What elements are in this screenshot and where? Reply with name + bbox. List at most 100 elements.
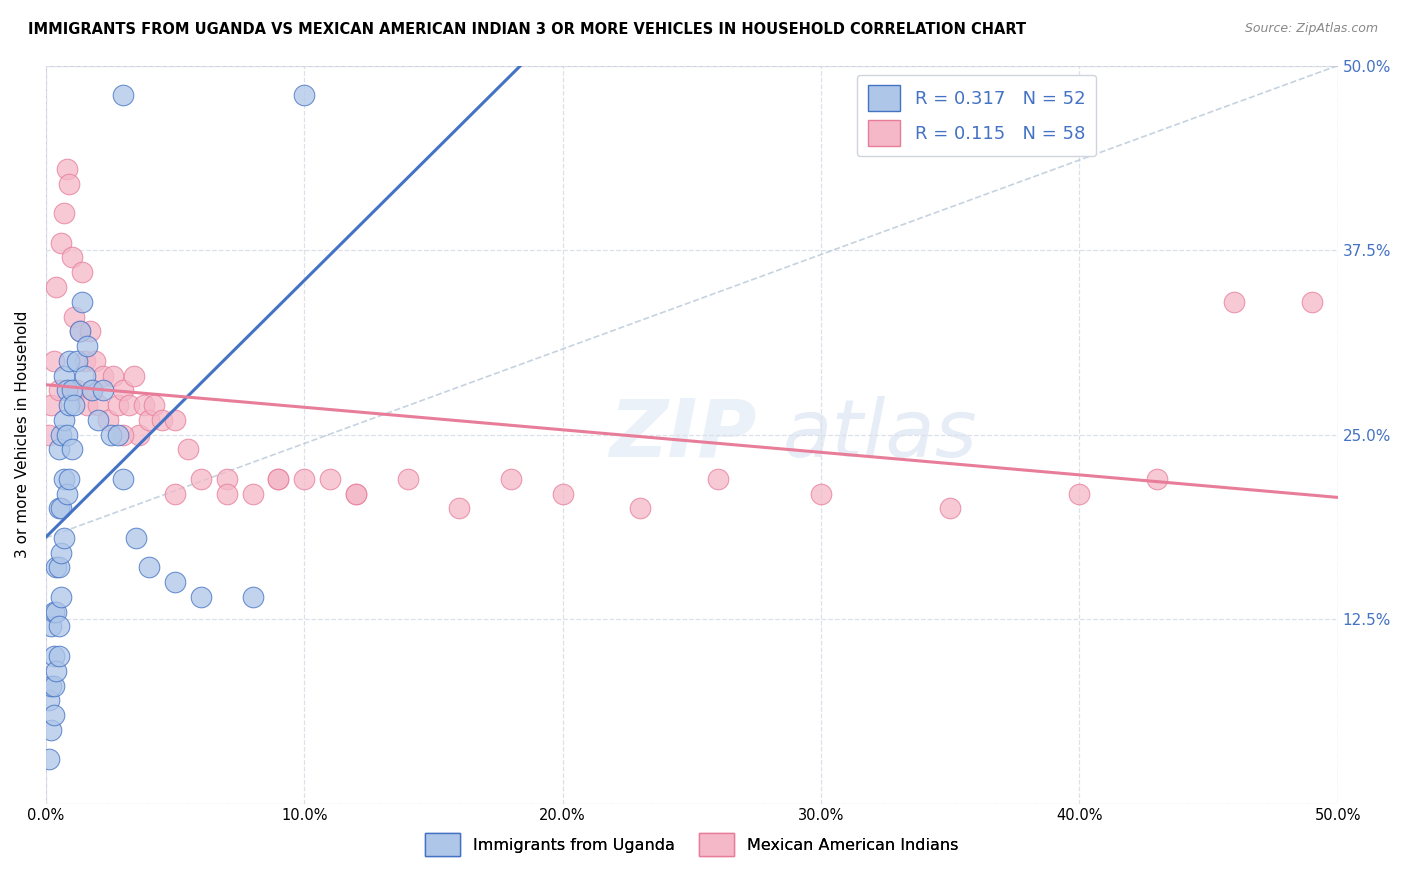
Point bbox=[55, 161, 77, 176]
Point bbox=[101, 368, 124, 383]
Point bbox=[112, 472, 135, 486]
Point bbox=[91, 384, 114, 398]
Point bbox=[39, 398, 62, 412]
Point bbox=[86, 413, 108, 427]
Point bbox=[51, 590, 73, 604]
Point bbox=[112, 427, 135, 442]
Point bbox=[112, 384, 135, 398]
Point bbox=[55, 427, 77, 442]
Point bbox=[267, 472, 290, 486]
Point bbox=[73, 368, 96, 383]
Point bbox=[134, 398, 156, 412]
Legend: Immigrants from Uganda, Mexican American Indians: Immigrants from Uganda, Mexican American… bbox=[419, 827, 965, 862]
Point bbox=[107, 398, 129, 412]
Point bbox=[70, 294, 93, 309]
Point bbox=[107, 427, 129, 442]
Point bbox=[1301, 294, 1323, 309]
Point bbox=[939, 501, 962, 516]
Point bbox=[53, 413, 76, 427]
Text: ZIP: ZIP bbox=[609, 396, 756, 474]
Point bbox=[58, 398, 80, 412]
Point bbox=[177, 442, 200, 457]
Point bbox=[66, 353, 89, 368]
Y-axis label: 3 or more Vehicles in Household: 3 or more Vehicles in Household bbox=[15, 311, 30, 558]
Point bbox=[1146, 472, 1168, 486]
Point bbox=[63, 310, 86, 324]
Point bbox=[165, 575, 187, 590]
Point bbox=[449, 501, 471, 516]
Point bbox=[51, 427, 73, 442]
Point bbox=[292, 88, 315, 103]
Point bbox=[76, 398, 98, 412]
Point bbox=[1223, 294, 1246, 309]
Point bbox=[39, 723, 62, 737]
Point bbox=[38, 693, 60, 707]
Point bbox=[55, 486, 77, 500]
Point bbox=[38, 752, 60, 766]
Point bbox=[292, 472, 315, 486]
Point bbox=[79, 324, 101, 338]
Point bbox=[122, 368, 145, 383]
Point bbox=[48, 384, 70, 398]
Point bbox=[76, 339, 98, 353]
Point bbox=[100, 427, 122, 442]
Point bbox=[628, 501, 651, 516]
Point bbox=[706, 472, 728, 486]
Point bbox=[1069, 486, 1091, 500]
Point bbox=[45, 560, 67, 574]
Point bbox=[396, 472, 419, 486]
Point bbox=[267, 472, 290, 486]
Point bbox=[82, 384, 104, 398]
Point bbox=[344, 486, 367, 500]
Point bbox=[45, 605, 67, 619]
Point bbox=[53, 531, 76, 545]
Point bbox=[53, 206, 76, 220]
Point bbox=[42, 605, 65, 619]
Point bbox=[60, 251, 83, 265]
Point bbox=[215, 486, 238, 500]
Point bbox=[97, 413, 120, 427]
Point bbox=[82, 384, 104, 398]
Point bbox=[125, 531, 148, 545]
Point bbox=[344, 486, 367, 500]
Point bbox=[138, 413, 160, 427]
Point bbox=[73, 353, 96, 368]
Point bbox=[117, 398, 139, 412]
Point bbox=[48, 648, 70, 663]
Point bbox=[58, 472, 80, 486]
Point bbox=[112, 88, 135, 103]
Text: Source: ZipAtlas.com: Source: ZipAtlas.com bbox=[1244, 22, 1378, 36]
Point bbox=[39, 619, 62, 633]
Point bbox=[551, 486, 574, 500]
Point bbox=[48, 560, 70, 574]
Point bbox=[91, 368, 114, 383]
Point bbox=[242, 486, 264, 500]
Point bbox=[138, 560, 160, 574]
Point bbox=[42, 353, 65, 368]
Point bbox=[165, 413, 187, 427]
Point bbox=[58, 353, 80, 368]
Point bbox=[84, 353, 107, 368]
Point bbox=[66, 384, 89, 398]
Point bbox=[165, 486, 187, 500]
Point bbox=[45, 664, 67, 678]
Point bbox=[51, 546, 73, 560]
Point bbox=[55, 384, 77, 398]
Point bbox=[48, 501, 70, 516]
Point bbox=[69, 324, 91, 338]
Point bbox=[215, 472, 238, 486]
Point bbox=[242, 590, 264, 604]
Point bbox=[128, 427, 150, 442]
Point bbox=[86, 398, 108, 412]
Point bbox=[48, 442, 70, 457]
Point bbox=[45, 280, 67, 294]
Point bbox=[69, 324, 91, 338]
Point bbox=[63, 398, 86, 412]
Point bbox=[53, 472, 76, 486]
Point bbox=[810, 486, 832, 500]
Point bbox=[51, 235, 73, 250]
Point bbox=[42, 708, 65, 723]
Point bbox=[70, 265, 93, 279]
Point bbox=[60, 442, 83, 457]
Point bbox=[319, 472, 342, 486]
